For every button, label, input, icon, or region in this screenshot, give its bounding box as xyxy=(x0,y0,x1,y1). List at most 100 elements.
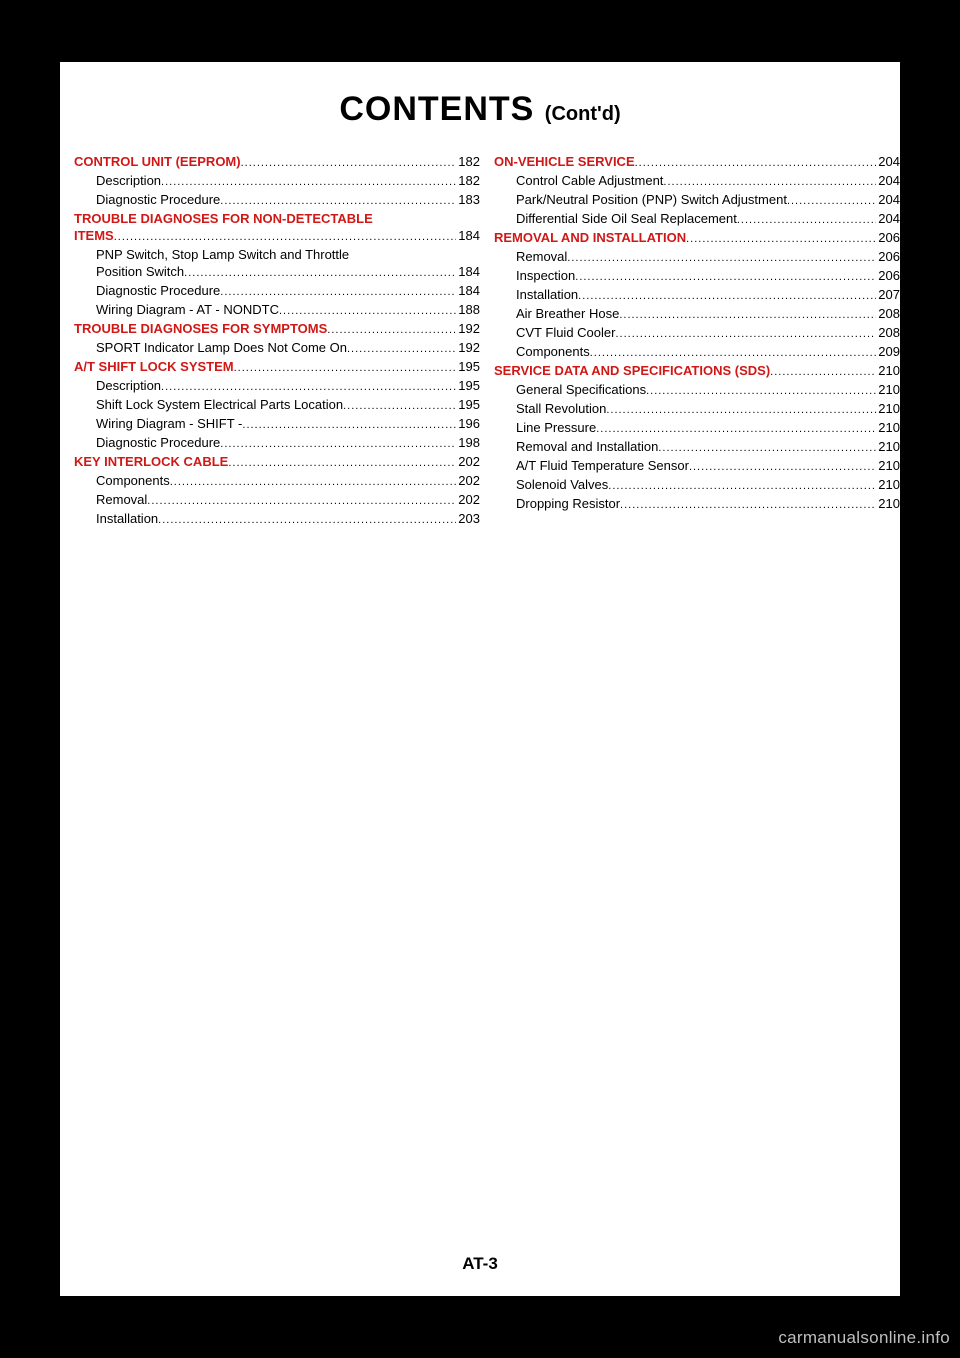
toc-column-right: ON-VEHICLE SERVICE204Control Cable Adjus… xyxy=(494,153,900,529)
toc-item: Differential Side Oil Seal Replacement20… xyxy=(494,210,900,229)
toc-leader xyxy=(220,436,456,453)
toc-page: 206 xyxy=(876,267,900,284)
toc-page: 206 xyxy=(876,248,900,265)
toc-item: Removal 202 xyxy=(74,491,480,510)
toc-page: 202 xyxy=(456,472,480,489)
toc-page: 209 xyxy=(876,343,900,360)
toc-page: 182 xyxy=(456,153,480,170)
toc-page: 195 xyxy=(456,396,480,413)
toc-page: 208 xyxy=(876,324,900,341)
toc-leader xyxy=(279,303,456,320)
toc-item: SPORT Indicator Lamp Does Not Come On192 xyxy=(74,339,480,358)
toc-leader xyxy=(161,174,456,191)
toc-leader xyxy=(161,379,456,396)
toc-leader xyxy=(347,341,456,358)
toc-leader xyxy=(606,402,876,419)
toc-leader xyxy=(737,212,876,229)
toc-leader xyxy=(619,307,876,324)
toc-page: 183 xyxy=(456,191,480,208)
toc-leader xyxy=(590,345,877,362)
toc-label: Components xyxy=(96,472,170,489)
toc-label: Stall Revolution xyxy=(516,400,606,417)
toc-leader xyxy=(663,174,876,191)
toc-item: Removal 206 xyxy=(494,248,900,267)
toc-leader xyxy=(184,265,456,282)
toc-page: 210 xyxy=(876,457,900,474)
toc-label: Components xyxy=(516,343,590,360)
toc-item: Diagnostic Procedure 184 xyxy=(74,282,480,301)
toc-label: Shift Lock System Electrical Parts Locat… xyxy=(96,396,343,413)
toc-leader xyxy=(686,231,876,248)
toc-page: 192 xyxy=(456,320,480,337)
toc-leader xyxy=(596,421,876,438)
toc-page: 184 xyxy=(456,282,480,299)
toc-leader xyxy=(770,364,876,381)
toc-label: Description xyxy=(96,172,161,189)
toc-section: TROUBLE DIAGNOSES FOR SYMPTOMS 192 xyxy=(74,320,480,339)
toc-label: Removal xyxy=(516,248,567,265)
toc-page: 188 xyxy=(456,301,480,318)
toc-item: A/T Fluid Temperature Sensor210 xyxy=(494,457,900,476)
toc-label: TROUBLE DIAGNOSES FOR SYMPTOMS xyxy=(74,320,327,337)
toc-label: KEY INTERLOCK CABLE xyxy=(74,453,228,470)
toc-leader xyxy=(343,398,456,415)
toc-item: General Specifications 210 xyxy=(494,381,900,400)
toc-page: 208 xyxy=(876,305,900,322)
toc-item: PNP Switch, Stop Lamp Switch and Throttl… xyxy=(74,246,480,263)
toc-item: Removal and Installation210 xyxy=(494,438,900,457)
toc-item: Dropping Resistor210 xyxy=(494,495,900,514)
toc-leader xyxy=(787,193,876,210)
toc-label: Diagnostic Procedure xyxy=(96,282,220,299)
toc-leader xyxy=(147,493,456,510)
toc-leader xyxy=(608,478,876,495)
toc-item: CVT Fluid Cooler 208 xyxy=(494,324,900,343)
toc-leader xyxy=(220,193,456,210)
toc-leader xyxy=(228,455,456,472)
toc-item: Inspection206 xyxy=(494,267,900,286)
toc-item: Shift Lock System Electrical Parts Locat… xyxy=(74,396,480,415)
toc-section: ITEMS184 xyxy=(74,227,480,246)
toc-section: A/T SHIFT LOCK SYSTEM 195 xyxy=(74,358,480,377)
toc-page: 195 xyxy=(456,358,480,375)
toc-label: Differential Side Oil Seal Replacement xyxy=(516,210,737,227)
toc-leader xyxy=(635,155,877,172)
toc-page: 210 xyxy=(876,438,900,455)
toc-label: PNP Switch, Stop Lamp Switch and Throttl… xyxy=(96,246,349,263)
toc-label: Installation xyxy=(516,286,578,303)
toc-label: Control Cable Adjustment xyxy=(516,172,663,189)
toc-label: Removal xyxy=(96,491,147,508)
toc-label: General Specifications xyxy=(516,381,646,398)
toc-page: 202 xyxy=(456,453,480,470)
toc-leader xyxy=(114,229,457,246)
toc-page: 202 xyxy=(456,491,480,508)
toc-section: SERVICE DATA AND SPECIFICATIONS (SDS)210 xyxy=(494,362,900,381)
toc-page: 203 xyxy=(456,510,480,527)
toc-item: Stall Revolution 210 xyxy=(494,400,900,419)
toc-leader xyxy=(220,284,456,301)
toc-leader xyxy=(620,497,876,514)
toc-label: Wiring Diagram - SHIFT - xyxy=(96,415,242,432)
toc-leader xyxy=(567,250,876,267)
toc-page: 182 xyxy=(456,172,480,189)
toc-leader xyxy=(170,474,457,491)
toc-item: Diagnostic Procedure198 xyxy=(74,434,480,453)
toc-section: REMOVAL AND INSTALLATION206 xyxy=(494,229,900,248)
toc-page: 210 xyxy=(876,495,900,512)
toc-page: 210 xyxy=(876,400,900,417)
toc-item: Components 202 xyxy=(74,472,480,491)
toc-label: Park/Neutral Position (PNP) Switch Adjus… xyxy=(516,191,787,208)
title-main: CONTENTS xyxy=(339,90,534,128)
toc-page: 210 xyxy=(876,381,900,398)
toc-label: A/T SHIFT LOCK SYSTEM xyxy=(74,358,234,375)
toc-label: Position Switch xyxy=(96,263,184,280)
toc-page: 184 xyxy=(456,227,480,244)
toc-label: Diagnostic Procedure xyxy=(96,191,220,208)
toc-label: CVT Fluid Cooler xyxy=(516,324,615,341)
toc-leader xyxy=(242,417,456,434)
toc-section: ON-VEHICLE SERVICE204 xyxy=(494,153,900,172)
toc-columns: CONTROL UNIT (EEPROM) 182 Description 182 Di… xyxy=(60,153,900,529)
toc-label: CONTROL UNIT (EEPROM) xyxy=(74,153,241,170)
toc-item: Installation203 xyxy=(74,510,480,529)
title-sub: (Cont'd) xyxy=(545,103,621,125)
toc-item: Line Pressure210 xyxy=(494,419,900,438)
